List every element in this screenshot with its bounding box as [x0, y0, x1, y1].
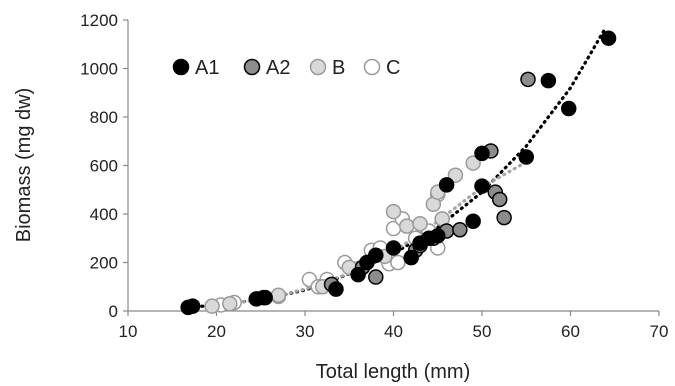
x-tick-label: 70: [650, 322, 669, 341]
y-tick-label: 600: [90, 157, 118, 176]
x-tick-label: 20: [207, 322, 226, 341]
x-axis-title: Total length (mm): [316, 361, 471, 383]
legend-label-b: B: [332, 57, 345, 79]
y-tick-label: 400: [90, 205, 118, 224]
y-tick-label: 800: [90, 108, 118, 127]
data-points: [180, 30, 617, 316]
point-a1: [403, 249, 419, 266]
legend-label-c: C: [386, 57, 400, 79]
point-a1: [518, 149, 534, 165]
point-b: [385, 203, 402, 220]
point-a1: [350, 266, 366, 283]
point-b: [399, 218, 415, 234]
point-a2: [491, 191, 508, 208]
point-a1: [368, 247, 384, 263]
point-a1: [430, 228, 446, 244]
point-a1: [328, 281, 344, 297]
point-a1: [560, 100, 577, 117]
point-a1: [184, 298, 201, 314]
x-tick-labels: 10 20 30 40 50 60 70: [119, 311, 669, 341]
point-c: [390, 254, 406, 271]
point-a2: [496, 209, 512, 226]
legend-marker-a2: [243, 58, 261, 76]
point-a1: [385, 240, 402, 256]
x-tick-label: 30: [296, 322, 315, 341]
x-tick-label: 40: [384, 322, 403, 341]
y-tick-labels: 0 200 400 600 800 1000 1200: [80, 11, 128, 321]
point-a1: [474, 145, 490, 162]
point-b: [222, 295, 238, 312]
legend-label-a1: A1: [195, 57, 219, 79]
legend-marker-b: [309, 58, 327, 76]
legend-marker-a1: [172, 58, 190, 76]
y-axis-title: Biomass (mg dw): [13, 88, 35, 242]
point-a1: [465, 213, 481, 230]
y-tick-label: 0: [109, 302, 118, 321]
point-b: [412, 215, 428, 232]
point-a1: [474, 178, 490, 194]
y-tick-label: 1000: [80, 60, 118, 79]
point-a1: [600, 30, 617, 46]
x-tick-label: 60: [561, 322, 580, 341]
point-a2: [520, 71, 536, 88]
point-a1: [438, 177, 455, 193]
point-b: [465, 155, 481, 171]
point-a2: [452, 222, 468, 238]
point-a1: [540, 72, 557, 89]
x-tick-label: 50: [473, 322, 492, 341]
x-tick-label: 10: [119, 322, 138, 341]
point-b: [270, 287, 287, 303]
point-b: [447, 167, 464, 183]
point-a2: [368, 269, 384, 285]
point-a1: [257, 289, 273, 306]
y-tick-label: 200: [90, 254, 118, 273]
legend: A1 A2 B C: [172, 57, 400, 79]
point-b: [204, 298, 220, 314]
y-tick-label: 1200: [80, 11, 118, 30]
legend-label-a2: A2: [266, 57, 290, 79]
legend-marker-c: [363, 58, 381, 76]
